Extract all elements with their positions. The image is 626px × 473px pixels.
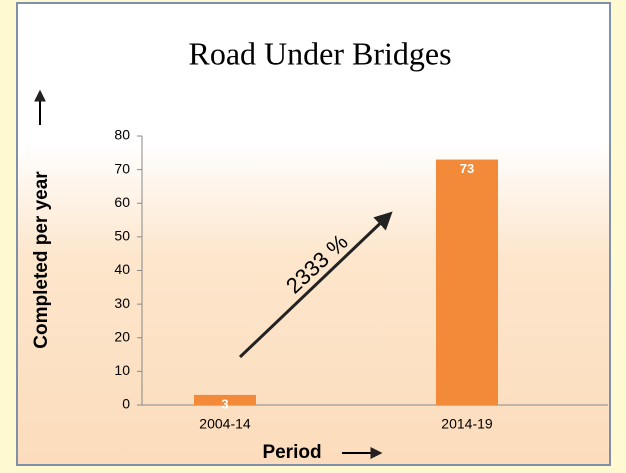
chart-title: Road Under Bridges: [188, 35, 451, 71]
x-axis-label: Period: [262, 442, 321, 463]
y-tick-label: 50: [114, 228, 130, 244]
x-tick-label: 2014-19: [441, 416, 493, 432]
y-tick-label: 30: [114, 295, 130, 311]
y-tick-label: 80: [114, 127, 130, 143]
y-tick-label: 60: [114, 194, 130, 210]
y-tick-label: 70: [114, 160, 130, 176]
bar: [436, 159, 498, 405]
growth-arrow: [238, 211, 393, 359]
data-label: 3: [221, 396, 228, 411]
data-label: 73: [460, 161, 474, 176]
panel: [16, 2, 611, 466]
x-tick-label: 2004-14: [199, 416, 251, 432]
y-tick-label: 10: [114, 362, 130, 378]
bar: [194, 394, 256, 405]
y-tick-label: 0: [122, 396, 130, 412]
y-axis-label: Completed per year: [31, 171, 52, 349]
y-tick-label: 40: [114, 261, 130, 277]
y-tick-label: 20: [114, 328, 130, 344]
